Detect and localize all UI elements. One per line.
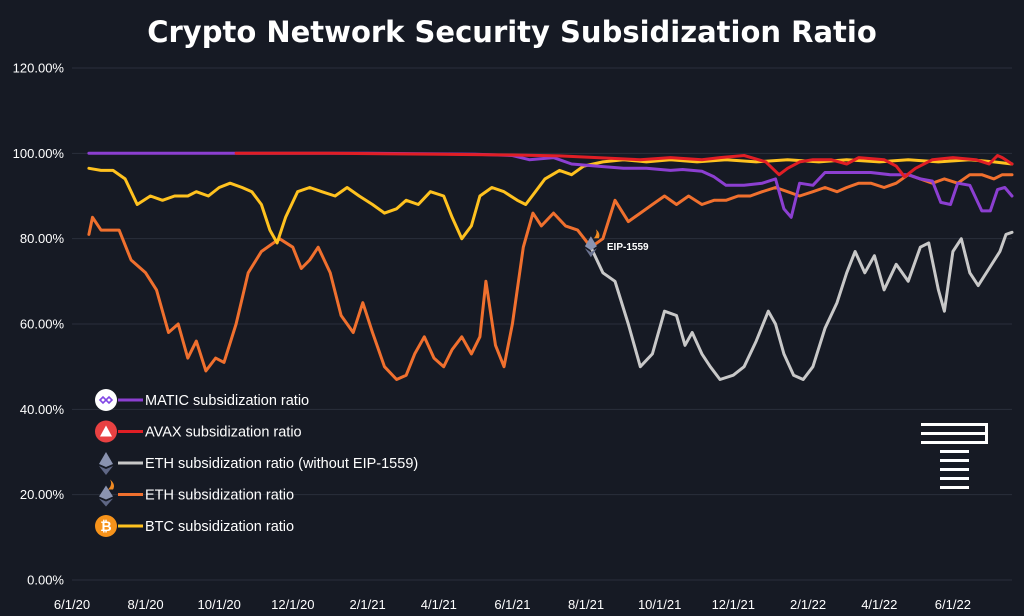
x-tick-label: 8/1/21 <box>568 597 604 612</box>
eip-1559-label: EIP-1559 <box>607 242 649 253</box>
chart-title: Crypto Network Security Subsidization Ra… <box>147 15 877 49</box>
btc-icon: ₿ <box>95 515 117 537</box>
y-axis: 0.00% 20.00% 40.00% 60.00% 80.00% 100.00% 120.… <box>13 61 65 588</box>
avax-icon <box>95 420 117 443</box>
y-tick-label: 20.00% <box>20 487 65 502</box>
matic-icon <box>95 389 117 411</box>
legend-item: ₿ BTC subsidization ratio <box>95 515 294 537</box>
x-tick-label: 6/1/21 <box>494 597 530 612</box>
x-tick-label: 10/1/21 <box>638 597 681 612</box>
legend-label: MATIC subsidization ratio <box>145 393 309 409</box>
y-tick-label: 80.00% <box>20 231 65 246</box>
series-line-4 <box>87 158 1014 245</box>
legend-label: ETH subsidization ratio <box>145 488 294 504</box>
x-tick-label: 4/1/21 <box>421 597 457 612</box>
annotation-layer: EIP-1559 <box>584 229 649 258</box>
x-tick-label: 8/1/20 <box>128 597 164 612</box>
svg-text:₿: ₿ <box>100 519 111 535</box>
flame-icon <box>593 229 600 239</box>
logo <box>921 423 988 489</box>
eth-icon <box>99 452 113 475</box>
series-line-1 <box>234 151 1014 179</box>
eth-diamond-lower-icon <box>584 248 597 258</box>
series-line-0 <box>87 151 1014 219</box>
y-tick-label: 100.00% <box>13 146 65 161</box>
legend-item: MATIC subsidization ratio <box>95 389 309 411</box>
legend-label: BTC subsidization ratio <box>145 519 294 535</box>
eip-1559-marker <box>584 229 600 258</box>
x-tick-label: 2/1/21 <box>350 597 386 612</box>
x-tick-label: 6/1/20 <box>54 597 90 612</box>
eth-burn-icon <box>99 479 114 507</box>
x-tick-label: 10/1/20 <box>198 597 241 612</box>
legend-item: ETH subsidization ratio <box>99 479 294 507</box>
series-line-3 <box>87 173 1014 381</box>
legend-label: ETH subsidization ratio (without EIP-155… <box>145 456 418 472</box>
x-tick-label: 2/1/22 <box>790 597 826 612</box>
legend: MATIC subsidization ratio AVAX subsidizat… <box>95 389 418 537</box>
y-tick-label: 120.00% <box>13 61 65 76</box>
x-axis: 6/1/20 8/1/20 10/1/20 12/1/20 2/1/21 4/1/21 6/… <box>54 597 971 612</box>
x-tick-label: 12/1/21 <box>712 597 755 612</box>
x-tick-label: 6/1/22 <box>935 597 971 612</box>
legend-label: AVAX subsidization ratio <box>145 425 302 441</box>
legend-item: ETH subsidization ratio (without EIP-155… <box>99 452 418 475</box>
legend-item: AVAX subsidization ratio <box>95 420 302 443</box>
y-tick-label: 40.00% <box>20 402 65 417</box>
x-tick-label: 12/1/20 <box>271 597 314 612</box>
y-tick-label: 60.00% <box>20 317 65 332</box>
series-layer <box>87 151 1014 381</box>
y-tick-label: 0.00% <box>27 573 64 588</box>
eth-diamond-icon <box>584 236 597 251</box>
series-line-2 <box>589 230 1014 381</box>
x-tick-label: 4/1/22 <box>861 597 897 612</box>
